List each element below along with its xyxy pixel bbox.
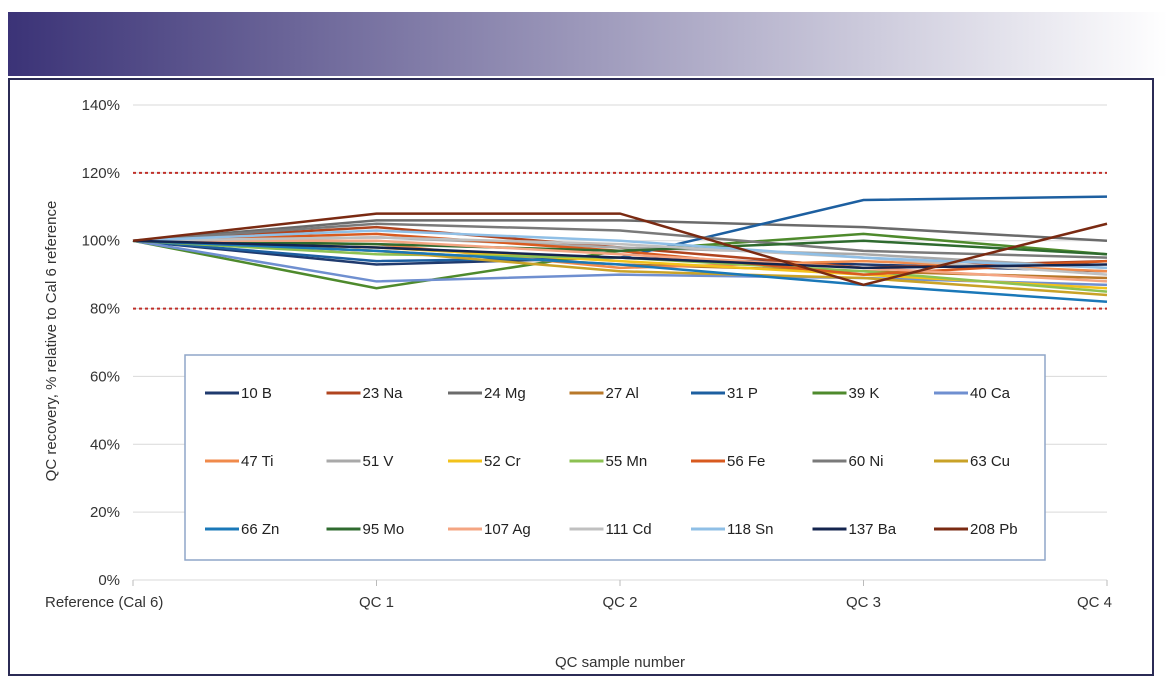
y-axis-label: QC recovery, % relative to Cal 6 referen…	[43, 201, 60, 482]
x-tick-label: QC 3	[846, 594, 881, 611]
y-axis-ticks: 0% 20% 40% 60% 80% 100% 120% 140%	[82, 97, 120, 589]
y-tick-label: 80%	[90, 301, 120, 318]
legend-label: 10 B	[241, 385, 272, 402]
legend-box	[184, 354, 1046, 561]
legend-label: 24 Mg	[484, 385, 526, 402]
legend-label: 27 Al	[606, 385, 639, 402]
series-line-95-mo	[132, 239, 1108, 256]
legend-label: 40 Ca	[970, 385, 1011, 402]
series-line-118-sn	[132, 229, 1108, 270]
x-axis-ticks: Reference (Cal 6) QC 1 QC 2 QC 3 QC 4	[45, 580, 1112, 611]
legend-label: 55 Mn	[606, 453, 648, 470]
legend-label: 208 Pb	[970, 521, 1018, 538]
series-lines	[132, 195, 1108, 304]
legend-label: 137 Ba	[849, 521, 897, 538]
series-line-60-ni	[132, 222, 1108, 259]
x-tick-label: QC 4	[1077, 594, 1112, 611]
banner-gradient	[8, 12, 1168, 76]
series-line-208-pb	[132, 212, 1108, 287]
series-line-24-mg	[132, 219, 1108, 242]
legend-label: 107 Ag	[484, 521, 531, 538]
legend-label: 52 Cr	[484, 453, 521, 470]
legend-label: 95 Mo	[363, 521, 405, 538]
x-tick-label: Reference (Cal 6)	[45, 594, 163, 611]
legend-label: 23 Na	[363, 385, 404, 402]
series-line-66-zn	[132, 239, 1108, 304]
legend-label: 66 Zn	[241, 521, 279, 538]
legend-label: 56 Fe	[727, 453, 765, 470]
legend-label: 47 Ti	[241, 453, 274, 470]
y-tick-label: 20%	[90, 504, 120, 521]
y-tick-label: 140%	[82, 97, 120, 114]
legend-label: 111 Cd	[606, 521, 652, 538]
x-tick-label: QC 2	[602, 594, 637, 611]
legend-label: 51 V	[363, 453, 394, 470]
y-tick-label: 0%	[98, 572, 120, 589]
x-axis-label: QC sample number	[555, 654, 685, 671]
x-tick-label: QC 1	[359, 594, 394, 611]
legend-label: 39 K	[849, 385, 880, 402]
legend: 10 B 23 Na 24 Mg 27 Al 31 P 39 K 40 Ca 47 Ti 51 …	[184, 354, 1046, 561]
legend-label: 60 Ni	[849, 453, 884, 470]
limit-lines	[133, 171, 1107, 310]
series-line-137-ba	[132, 239, 1108, 270]
y-tick-label: 120%	[82, 165, 120, 182]
legend-label: 31 P	[727, 385, 758, 402]
y-tick-label: 40%	[90, 436, 120, 453]
legend-label: 118 Sn	[727, 521, 773, 538]
legend-label: 63 Cu	[970, 453, 1010, 470]
y-tick-label: 60%	[90, 368, 120, 385]
y-tick-label: 100%	[82, 233, 120, 250]
series-line-107-ag	[133, 239, 1108, 283]
